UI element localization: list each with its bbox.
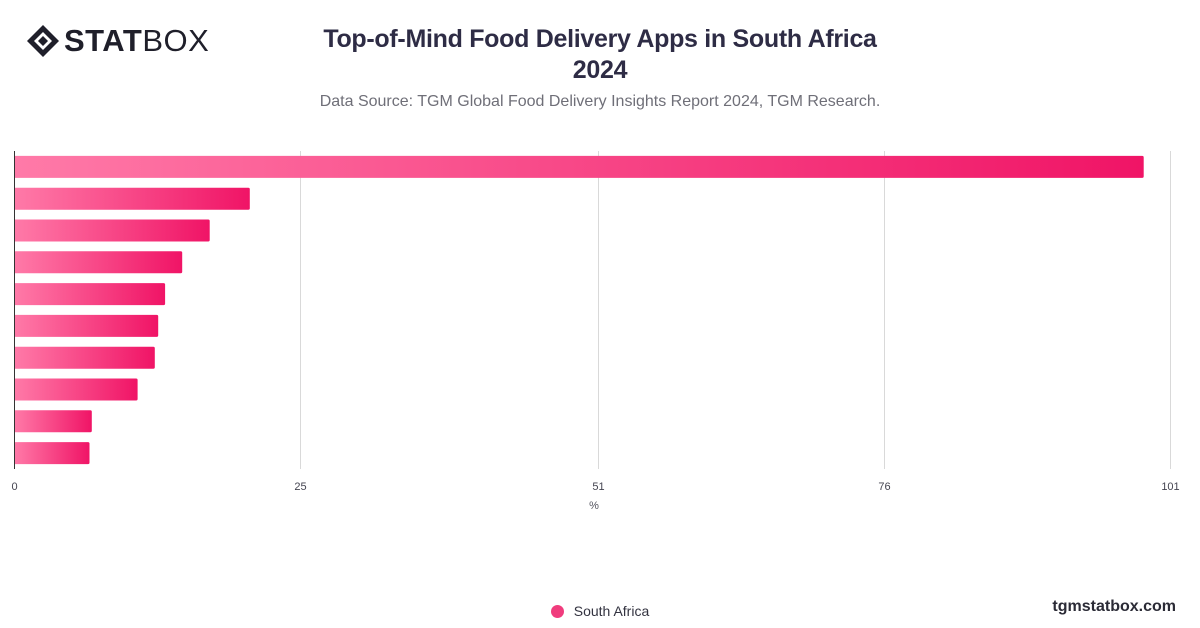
bar[interactable] <box>14 155 1144 178</box>
chart-subtitle: Data Source: TGM Global Food Delivery In… <box>319 93 881 110</box>
chart-title-line-2: 2024 <box>572 56 628 84</box>
x-tick-label: 76 <box>878 481 890 493</box>
chart-legend: South Africa <box>0 602 1200 622</box>
x-tick-labels: 0 25 51 76 101 <box>11 481 1179 493</box>
bars <box>14 155 1144 465</box>
bar[interactable] <box>14 314 159 337</box>
logo-text-bold: STAT <box>64 23 143 58</box>
bar[interactable] <box>14 410 92 433</box>
legend-label: South Africa <box>573 603 650 619</box>
logo-wordmark: STATBOX <box>64 24 209 58</box>
legend-item-south-africa[interactable]: South Africa <box>550 602 650 620</box>
watermark: tgmstatbox.com <box>1052 598 1176 615</box>
chart-title: Top-of-Mind Food Delivery Apps in South … <box>200 24 1000 86</box>
statbox-logo: STATBOX <box>26 24 209 58</box>
logo-text-light: BOX <box>142 23 210 58</box>
x-tick-label: 51 <box>592 481 604 493</box>
bar[interactable] <box>14 378 138 401</box>
diamond-logo-icon <box>27 25 59 57</box>
bar[interactable] <box>14 283 166 306</box>
x-tick-label: 101 <box>1161 481 1179 493</box>
bar[interactable] <box>14 442 90 465</box>
bar[interactable] <box>14 251 183 274</box>
x-axis-label: % <box>589 500 599 512</box>
grid-lines <box>300 151 1171 469</box>
bar[interactable] <box>14 187 250 210</box>
x-tick-label: 25 <box>294 481 306 493</box>
bar[interactable] <box>14 346 155 369</box>
bar[interactable] <box>14 219 210 242</box>
legend-dot-icon <box>550 604 564 618</box>
chart-title-line-1: Top-of-Mind Food Delivery Apps in South … <box>323 25 877 53</box>
chart-title-block: Top-of-Mind Food Delivery Apps in South … <box>200 24 1000 86</box>
x-tick-label: 0 <box>11 481 17 493</box>
